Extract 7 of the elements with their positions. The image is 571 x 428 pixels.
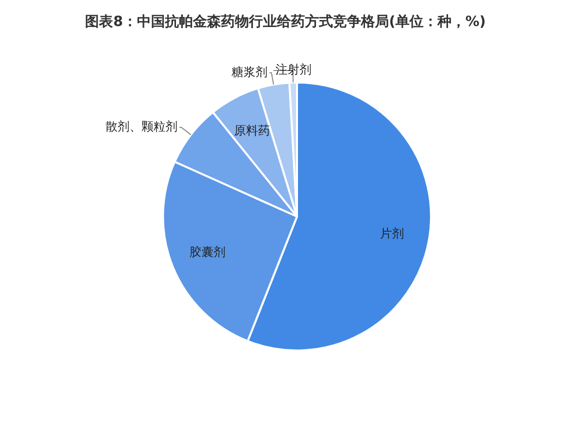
slice-label: 原料药 (234, 123, 270, 138)
slice-label: 散剂、颗粒剂 (105, 120, 178, 134)
slice-label: 胶囊剂 (190, 244, 226, 259)
slice-label: 糖浆剂 (231, 64, 268, 79)
chart-title: 图表8：中国抗帕金森药物行业给药方式竞争格局(单位：种，%) (84, 12, 487, 32)
slice-label: 片剂 (380, 226, 404, 241)
slice-label: 注射剂 (275, 62, 312, 77)
